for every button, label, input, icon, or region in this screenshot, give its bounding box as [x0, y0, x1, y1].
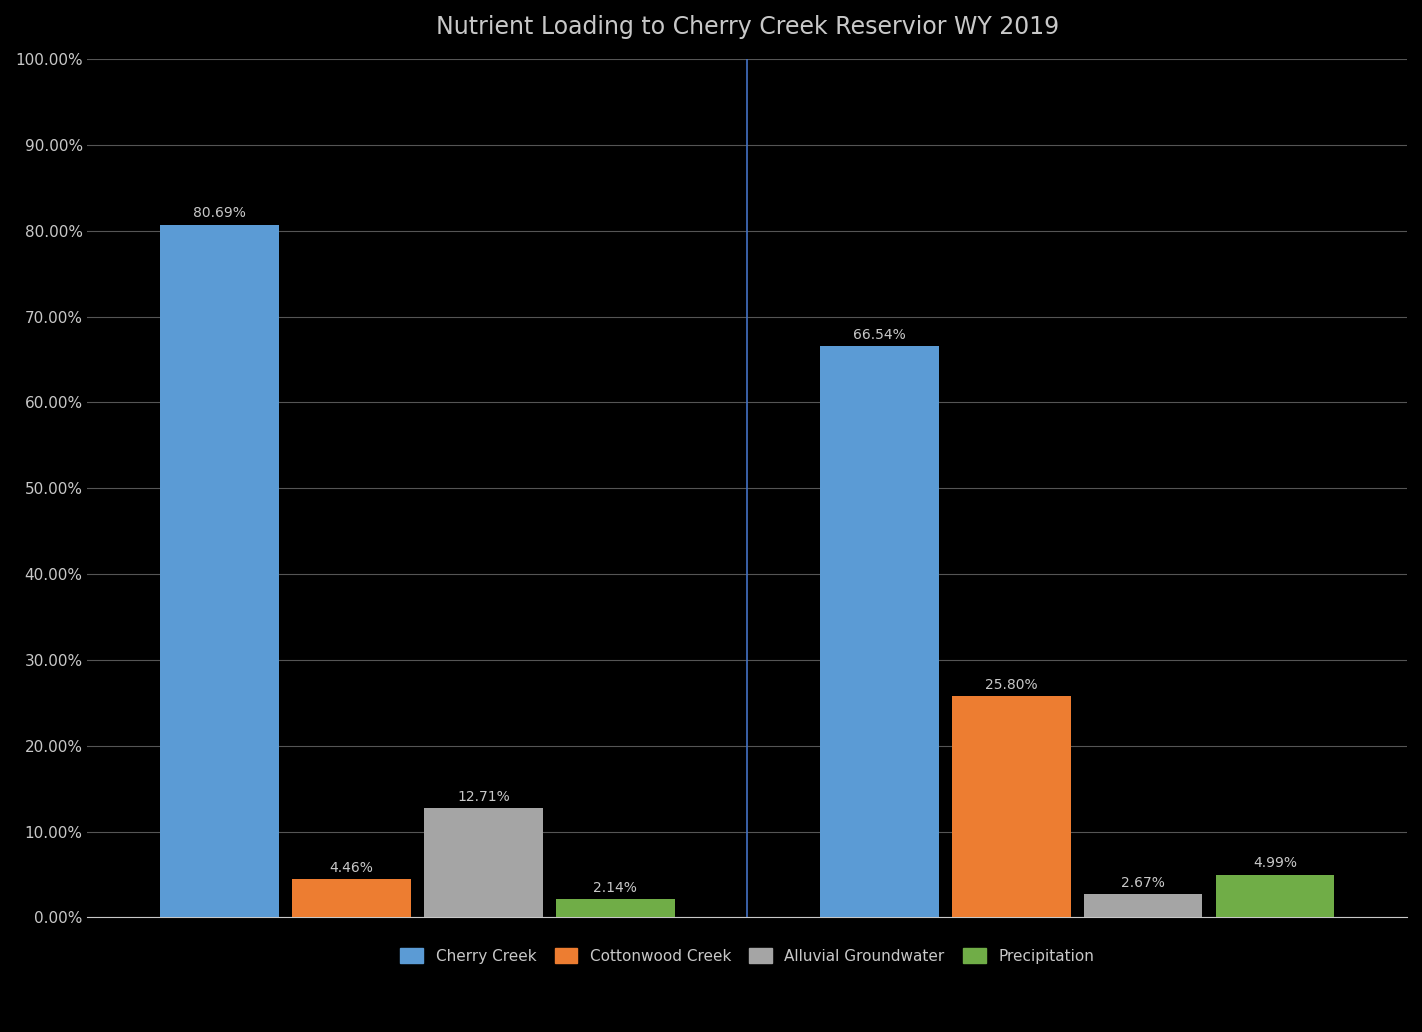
Text: 4.46%: 4.46%	[330, 861, 374, 875]
Text: 25.80%: 25.80%	[985, 678, 1038, 691]
Title: Nutrient Loading to Cherry Creek Reservior WY 2019: Nutrient Loading to Cherry Creek Reservi…	[435, 15, 1059, 39]
Bar	[820, 346, 939, 917]
Text: 12.71%: 12.71%	[456, 791, 509, 804]
Bar	[556, 899, 674, 917]
Text: 2.14%: 2.14%	[593, 880, 637, 895]
Bar	[1216, 874, 1334, 917]
Bar	[292, 879, 411, 917]
Bar	[1084, 895, 1203, 917]
Bar	[951, 696, 1071, 917]
Bar	[424, 808, 543, 917]
Text: 80.69%: 80.69%	[193, 206, 246, 221]
Text: 4.99%: 4.99%	[1253, 857, 1297, 870]
Text: 66.54%: 66.54%	[853, 328, 906, 342]
Legend: Cherry Creek, Cottonwood Creek, Alluvial Groundwater, Precipitation: Cherry Creek, Cottonwood Creek, Alluvial…	[394, 941, 1101, 970]
Bar	[161, 225, 279, 917]
Text: 2.67%: 2.67%	[1121, 876, 1165, 891]
